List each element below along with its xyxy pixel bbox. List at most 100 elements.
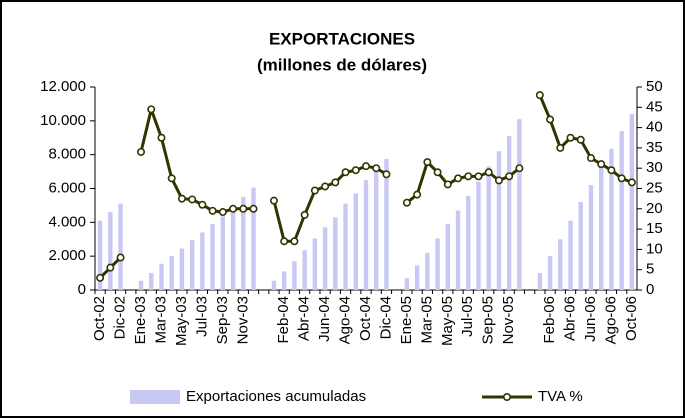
x-tick-label: May-05 (439, 296, 456, 346)
line-marker (188, 195, 197, 204)
bar (251, 187, 256, 290)
line-marker (157, 133, 166, 142)
line-marker (372, 164, 381, 173)
line-marker (310, 186, 319, 195)
x-tick-label: Oct-02 (91, 296, 108, 341)
line-marker (484, 168, 493, 177)
line-marker (361, 162, 370, 171)
line-marker (137, 147, 146, 156)
line-marker (341, 168, 350, 177)
x-tick-label: Jun-06 (582, 296, 599, 342)
line-marker (300, 210, 309, 219)
line-marker (607, 166, 616, 175)
bar (230, 206, 236, 290)
y2-tick-label: 35 (646, 139, 663, 156)
bar (629, 114, 635, 290)
line-marker (116, 253, 125, 262)
line-marker (586, 154, 595, 163)
bar (189, 240, 195, 290)
x-tick-label: Ene-05 (398, 296, 415, 344)
x-tick-label: Feb-04 (275, 296, 292, 344)
y2-tick-label: 10 (646, 240, 663, 257)
legend-marker (502, 392, 511, 401)
bar (547, 256, 553, 290)
bar (435, 238, 440, 290)
x-tick-label: Abr-06 (561, 296, 578, 341)
line-marker (597, 160, 606, 169)
line-marker (556, 143, 565, 152)
line-marker (290, 237, 299, 246)
line-marker (382, 170, 391, 179)
line-marker (106, 263, 115, 272)
x-tick-label: Dic-04 (377, 296, 394, 339)
bar (241, 196, 246, 290)
x-tick-label: Ene-03 (132, 296, 149, 344)
x-tick-label: Ago-06 (602, 296, 619, 344)
bar (486, 166, 491, 290)
line-marker (494, 176, 503, 185)
line-marker (351, 166, 360, 175)
y2-tick-label: 50 (646, 78, 663, 95)
line-marker (167, 174, 176, 183)
line-marker (218, 208, 227, 217)
line-marker (229, 204, 238, 213)
bar (159, 263, 164, 290)
y-tick-label: 8.000 (48, 146, 86, 163)
legend-swatch (130, 390, 180, 404)
x-tick-label: Dic-02 (112, 296, 129, 339)
bar (220, 216, 226, 290)
line-marker (566, 133, 575, 142)
bar (118, 203, 123, 290)
line-marker (454, 174, 463, 183)
x-tick-label: Feb-06 (541, 296, 558, 344)
y-tick-label: 4.000 (48, 213, 86, 230)
y2-tick-label: 25 (646, 179, 663, 196)
line-marker (280, 237, 289, 246)
bar (466, 196, 471, 290)
bar (374, 169, 379, 290)
line-marker (576, 135, 585, 144)
bar (108, 212, 113, 290)
y-tick-label: 12.000 (40, 78, 86, 95)
bar (476, 181, 481, 290)
x-tick-label: Nov-05 (500, 296, 517, 344)
x-tick-label: Ago-04 (337, 296, 354, 344)
y2-tick-label: 20 (646, 200, 663, 217)
bar (578, 202, 583, 290)
y-tick-label: 0 (78, 281, 86, 298)
x-tick-label: Jun-04 (316, 296, 333, 342)
bar (138, 280, 144, 290)
bar (179, 248, 185, 290)
line-marker (464, 172, 473, 181)
line-marker (147, 105, 156, 114)
bar (271, 280, 277, 290)
line-marker (627, 178, 636, 187)
line-marker (208, 206, 217, 215)
bar (619, 130, 624, 290)
bar (496, 151, 502, 290)
bar (302, 250, 307, 290)
line-marker (617, 174, 626, 183)
line-marker (443, 180, 452, 189)
bar (281, 271, 287, 290)
x-tick-label: May-03 (173, 296, 190, 346)
bar (353, 193, 358, 290)
y-tick-label: 2.000 (48, 247, 86, 264)
line-marker (402, 198, 411, 207)
x-tick-label: Oct-06 (623, 296, 640, 341)
x-tick-label: Oct-04 (357, 296, 374, 341)
legend-label: Exportaciones acumuladas (186, 388, 366, 405)
y2-tick-label: 15 (646, 220, 663, 237)
chart-subtitle: (millones de dólares) (257, 55, 427, 74)
y2-tick-label: 5 (646, 261, 654, 278)
bar (384, 158, 389, 290)
bar (322, 227, 328, 290)
line-marker (269, 196, 278, 205)
bar (363, 180, 369, 290)
bar (333, 217, 338, 290)
bar (425, 252, 430, 290)
bar (343, 203, 348, 290)
line-marker (546, 115, 555, 124)
line-marker (331, 178, 340, 187)
